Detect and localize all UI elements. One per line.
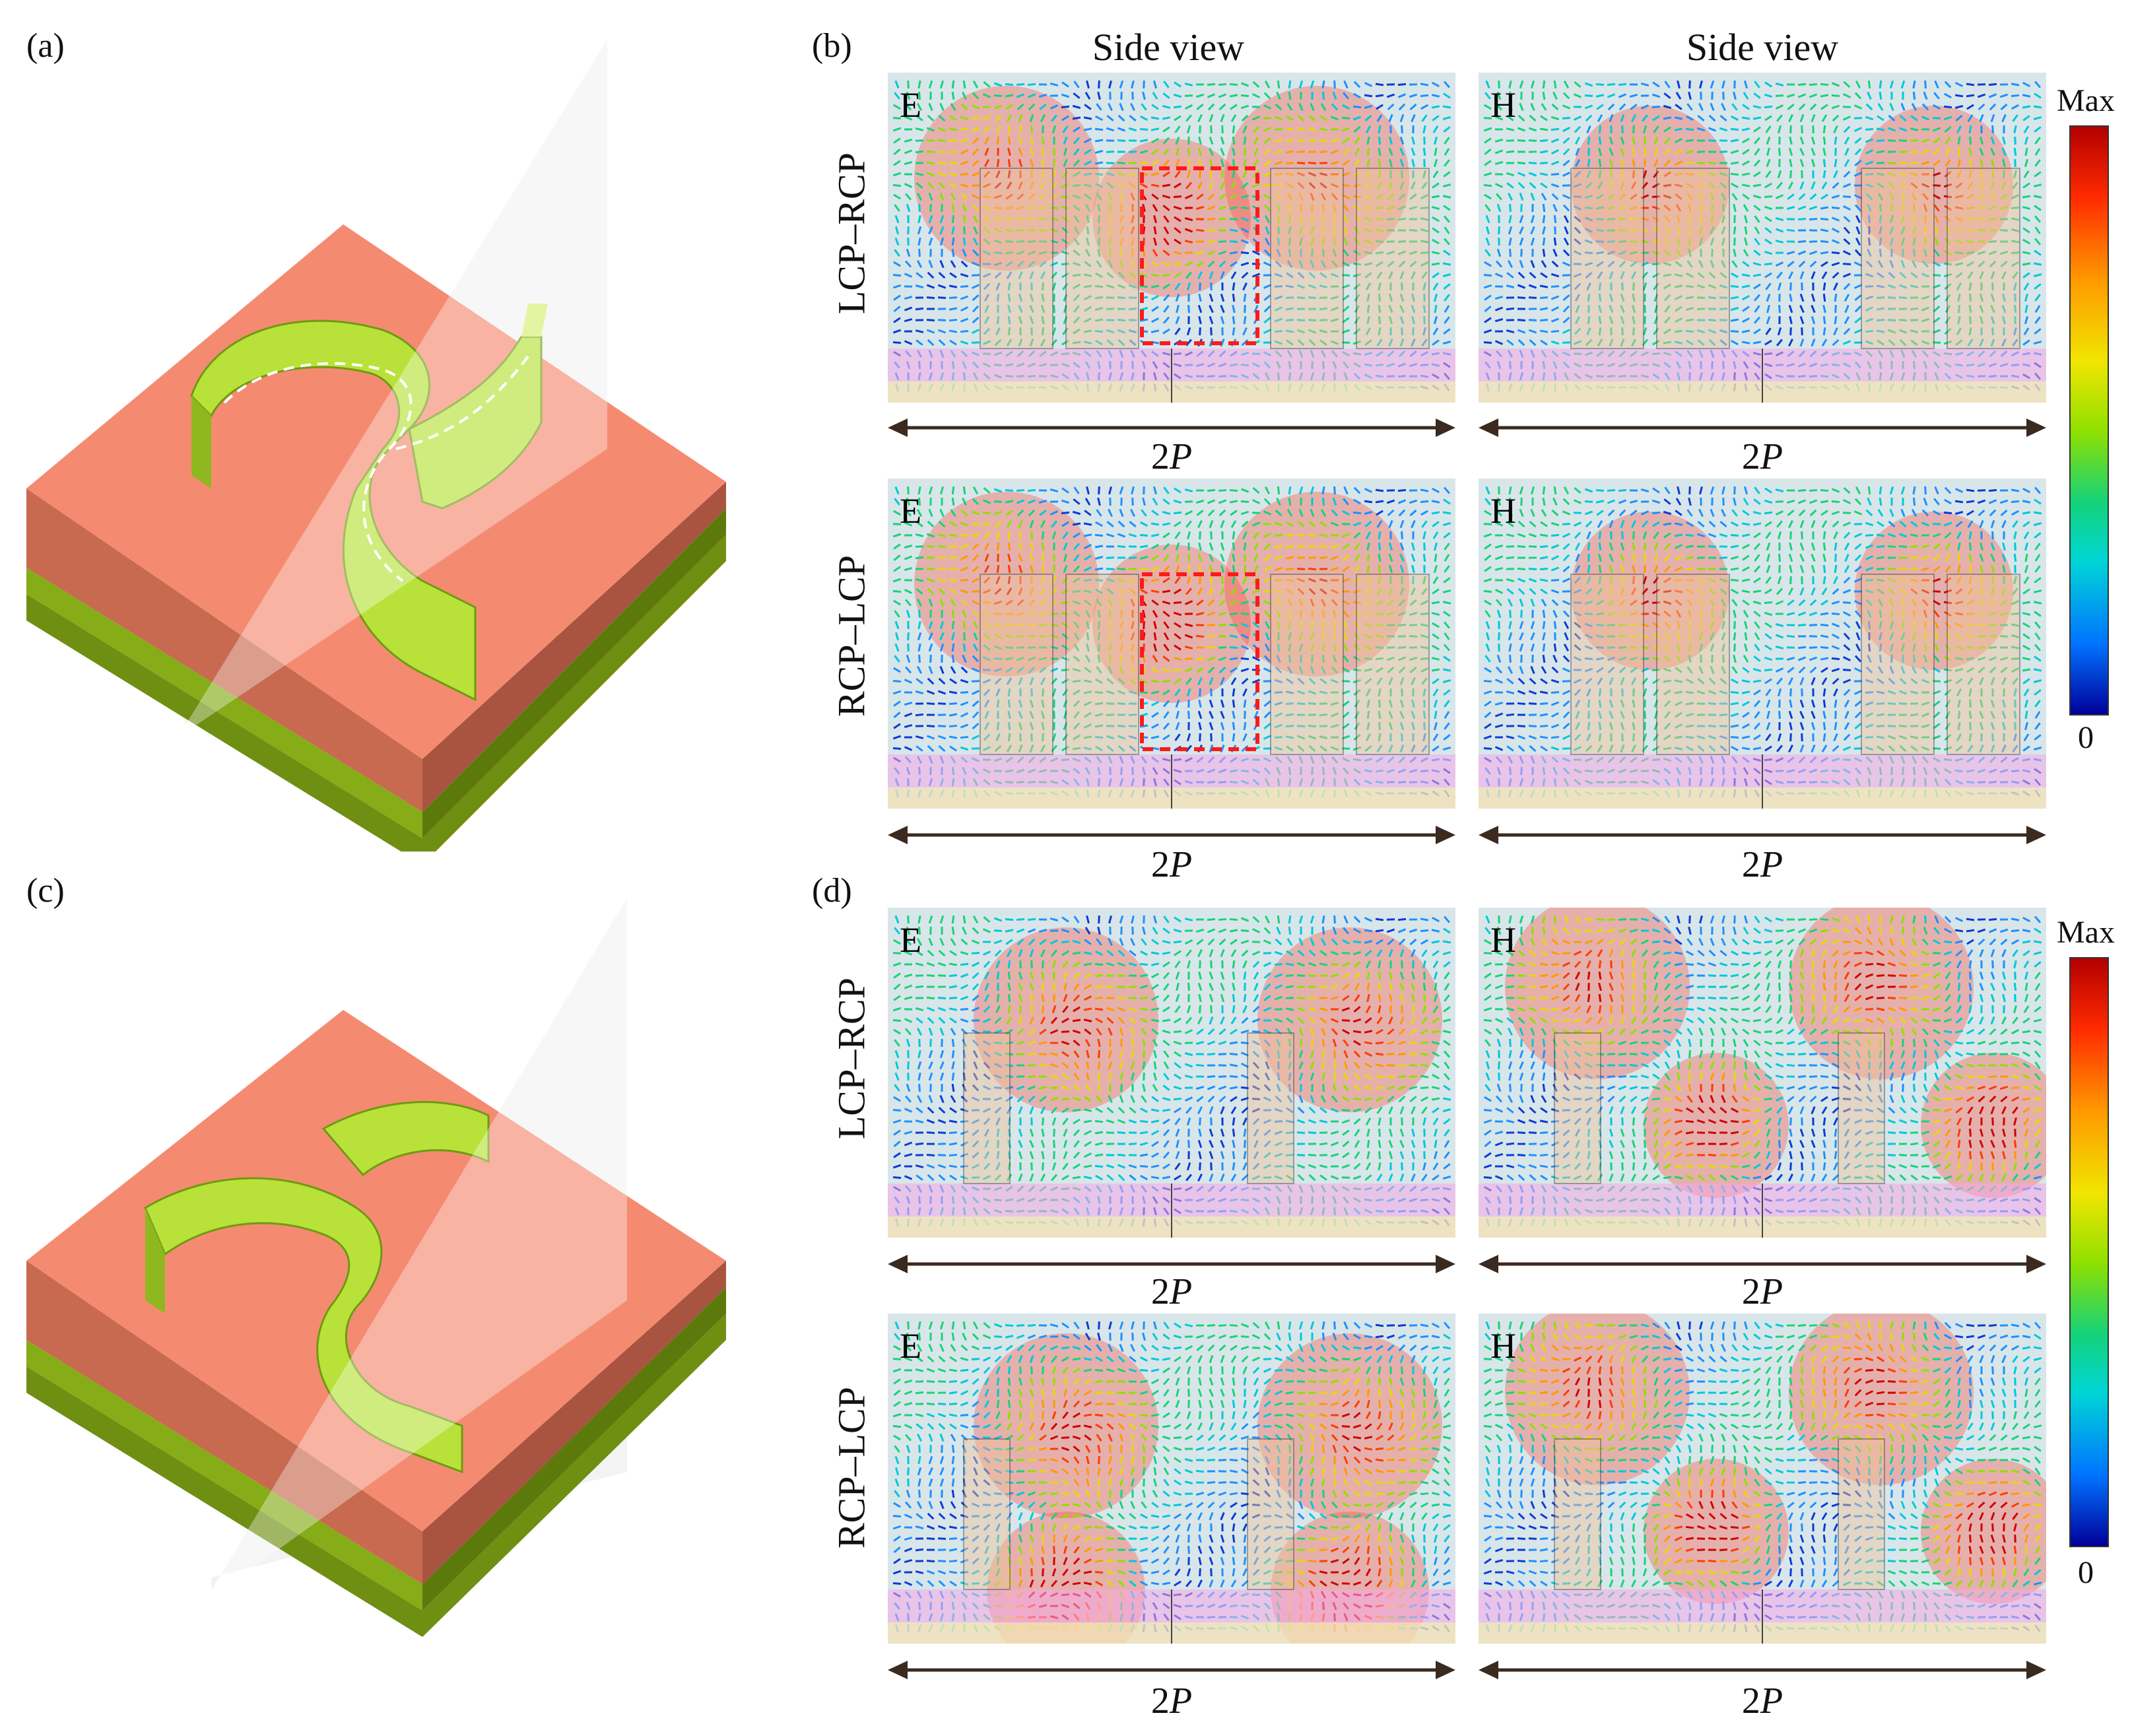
column-header-left: Side view: [1092, 26, 1245, 69]
metal-layer: [26, 535, 726, 851]
panel-label-d: (d): [812, 872, 852, 910]
row-label-d-top: LCP–RCP: [830, 978, 873, 1139]
period-label: 2P: [1741, 436, 1783, 477]
resonator: [190, 319, 477, 702]
unit-cell-a-illustration: [26, 40, 726, 851]
period-label: 2P: [1150, 1271, 1193, 1312]
field-panel-d-rcp-e: E: [888, 1314, 1455, 1644]
period-label: 2P: [1741, 1271, 1783, 1312]
row-label-b-top: LCP–RCP: [830, 152, 873, 314]
field-label: H: [1490, 491, 1516, 531]
field-label: H: [1490, 85, 1516, 125]
substrate-top: [26, 224, 726, 759]
column-header-right: Side view: [1686, 26, 1839, 69]
panel-label-c: (c): [26, 872, 65, 910]
field-panel-d-lcp-e: E: [888, 908, 1455, 1238]
field-panel-d-rcp-h: H: [1479, 1314, 2046, 1644]
field-label: H: [1490, 1326, 1516, 1366]
colorbar-d: [2069, 957, 2109, 1547]
colorbar-max-label: Max: [2057, 83, 2115, 118]
panel-label-b: (b): [812, 27, 852, 65]
period-label: 2P: [1741, 844, 1783, 885]
period-label: 2P: [1150, 1681, 1193, 1721]
field-label: H: [1490, 920, 1516, 960]
field-label: E: [900, 1326, 921, 1366]
colorbar-max-label: Max: [2057, 915, 2115, 950]
field-panel-b-rcp-e: E: [888, 479, 1455, 809]
colorbar-min-label: 0: [2078, 1555, 2094, 1590]
field-label: E: [900, 491, 921, 531]
row-label-d-bottom: RCP–LCP: [830, 1387, 873, 1549]
field-panel-b-lcp-e: E: [888, 73, 1455, 403]
field-label: E: [900, 85, 921, 125]
field-panel-b-lcp-h: H: [1479, 73, 2046, 403]
panel-label-a: (a): [26, 27, 65, 65]
field-panel-b-rcp-h: H: [1479, 479, 2046, 809]
unit-cell-c-illustration: [26, 898, 726, 1637]
field-panel-d-lcp-h: H: [1479, 908, 2046, 1238]
period-label: 2P: [1741, 1681, 1783, 1721]
row-label-b-bottom: RCP–LCP: [830, 555, 873, 717]
colorbar-min-label: 0: [2078, 720, 2094, 755]
colorbar-b: [2069, 125, 2109, 716]
period-label: 2P: [1150, 436, 1193, 477]
period-label: 2P: [1150, 844, 1193, 885]
field-label: E: [900, 920, 921, 960]
